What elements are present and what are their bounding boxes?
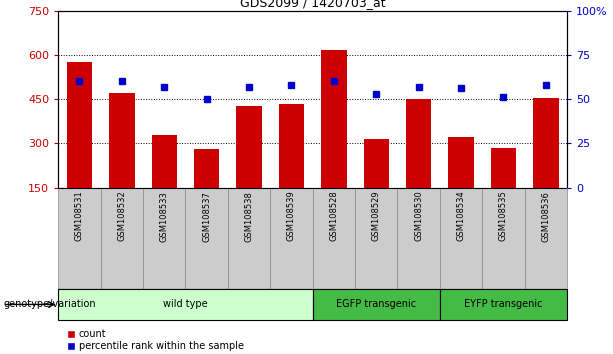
Bar xyxy=(406,99,432,188)
Bar xyxy=(490,148,516,188)
Bar xyxy=(270,188,313,289)
Bar xyxy=(440,289,567,320)
Text: EGFP transgenic: EGFP transgenic xyxy=(336,299,416,309)
Text: GSM108537: GSM108537 xyxy=(202,191,211,241)
Bar xyxy=(101,188,143,289)
Bar xyxy=(228,188,270,289)
Text: GSM108532: GSM108532 xyxy=(117,191,126,241)
Text: GSM108536: GSM108536 xyxy=(541,191,550,241)
Bar xyxy=(313,289,440,320)
Bar xyxy=(58,289,313,320)
Text: GSM108535: GSM108535 xyxy=(499,191,508,241)
Title: GDS2099 / 1420703_at: GDS2099 / 1420703_at xyxy=(240,0,386,10)
Bar xyxy=(67,62,92,188)
Legend: count, percentile rank within the sample: count, percentile rank within the sample xyxy=(63,325,248,354)
Text: GSM108528: GSM108528 xyxy=(329,191,338,241)
Bar xyxy=(58,188,101,289)
Text: GSM108534: GSM108534 xyxy=(457,191,465,241)
Bar xyxy=(355,188,397,289)
Text: GSM108538: GSM108538 xyxy=(245,191,254,241)
Text: GSM108533: GSM108533 xyxy=(160,191,169,241)
Bar xyxy=(313,188,355,289)
Bar xyxy=(185,188,228,289)
Bar xyxy=(448,137,474,188)
Bar xyxy=(279,103,304,188)
Text: GSM108539: GSM108539 xyxy=(287,191,296,241)
Bar xyxy=(440,188,482,289)
Bar xyxy=(482,188,525,289)
Bar xyxy=(237,107,262,188)
Bar xyxy=(525,188,567,289)
Bar xyxy=(364,139,389,188)
Text: genotype/variation: genotype/variation xyxy=(3,299,96,309)
Text: EYFP transgenic: EYFP transgenic xyxy=(464,299,543,309)
Bar xyxy=(533,98,558,188)
Bar xyxy=(143,188,186,289)
Text: GSM108531: GSM108531 xyxy=(75,191,84,241)
Bar xyxy=(321,50,346,188)
Bar xyxy=(109,93,134,188)
Bar xyxy=(151,135,177,188)
Text: GSM108529: GSM108529 xyxy=(371,191,381,241)
Text: GSM108530: GSM108530 xyxy=(414,191,423,241)
Bar xyxy=(194,149,219,188)
Bar xyxy=(397,188,440,289)
Text: wild type: wild type xyxy=(163,299,208,309)
